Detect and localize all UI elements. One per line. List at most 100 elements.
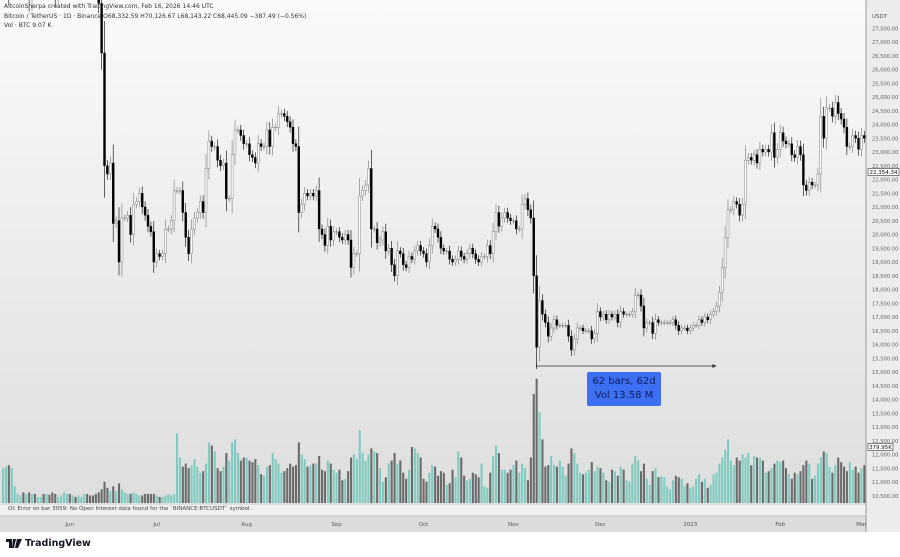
volume-bar [123,492,126,503]
price-tick-label: 26,500.00 [872,54,898,60]
volume-bar [671,480,674,503]
candle-body [184,212,187,238]
plot-background [0,0,866,505]
candle-body [593,333,596,340]
current-price-text: 22,354.34 [870,170,898,176]
price-tick-label: 12,500.00 [872,439,898,445]
candle-body [106,165,109,175]
candle-body [167,228,170,230]
price-tick-label: 25,000.00 [872,95,898,101]
candle-body [300,204,303,213]
volume-bar [677,477,680,503]
candle-body [663,322,666,324]
candle-body [738,204,741,216]
volume-bar [431,465,434,503]
volume-bar [712,474,715,503]
price-tick-label: 16,000.00 [872,343,898,349]
volume-bar [619,466,622,503]
volume-bar [283,471,286,503]
candle-body [248,143,251,155]
candle-body [523,198,527,205]
candle-body [709,314,712,320]
time-tick-label: Oct [419,522,429,528]
volume-bar [260,474,263,503]
volume-bar [587,469,590,503]
candle-body [700,319,704,323]
candle-body [349,239,353,268]
price-tick-label: 26,000.00 [872,68,898,74]
volume-bar [263,475,266,503]
volume-bar [640,471,643,503]
volume-bar [793,472,796,503]
volume-bar [318,456,321,503]
candle-body [634,294,637,312]
volume-bar [413,448,416,503]
volume-bar [410,446,413,503]
measure-tool[interactable] [536,363,717,369]
candle-body [152,231,156,263]
price-tick-label: 20,000.00 [872,233,898,239]
candle-body [671,319,675,323]
volume-bar [155,495,158,503]
volume-bar [257,465,260,503]
candle-body [254,157,257,164]
volume-bar [805,460,808,503]
status-message: OI: Error on bar 3059: No Open Interest … [8,506,252,512]
price-tick-label: 19,000.00 [872,260,898,266]
volume-bar [25,493,28,503]
volume-bar [692,486,695,503]
volume-legend[interactable]: Vol · BTC 9.07 K [4,22,52,29]
candle-body [416,245,419,252]
volume-bar [405,478,408,503]
volume-bar [28,492,31,503]
volume-bar [486,487,489,503]
volume-bar [683,486,686,503]
candle-body [761,149,764,153]
candle-body [642,305,646,329]
volume-bar [248,460,251,503]
candle-body [726,209,730,238]
candle-body [723,237,727,268]
price-unit-label: USDT [872,14,888,20]
candle-body [776,149,779,158]
volume-bar [457,451,460,503]
price-tick-label: 27,000.00 [872,40,898,46]
time-tick-label: Mar [856,522,867,528]
candle-body [451,259,454,263]
candle-body [758,149,762,164]
time-axis-background[interactable] [0,516,866,532]
candle-body [816,173,820,186]
volume-bar [181,466,184,503]
volume-bar [854,466,857,503]
price-tick-label: 24,000.00 [872,123,898,129]
volume-bar [857,472,860,503]
volume-bar [663,477,666,503]
candle-body [578,327,582,329]
candle-body [819,116,822,175]
brand-name: TradingView [25,538,91,549]
candle-body [465,253,469,260]
candle-body [436,228,440,238]
volume-bar [790,478,793,503]
time-tick-label: 2023 [683,522,697,528]
symbol-legend[interactable]: Bitcoin / TetherUS · 1D · Binance O68,33… [4,13,307,20]
volume-bar [31,493,34,503]
volume-bar [727,439,730,503]
volume-bar [819,457,822,503]
candle-body [117,220,121,263]
volume-bar [33,493,36,503]
volume-bar [474,474,477,503]
candle-body [755,154,759,164]
candle-body [793,154,796,158]
candle-body [581,327,585,331]
candle-body [567,325,570,337]
measure-info-box: 62 bars, 62d Vol 13.58 M [587,372,661,406]
candle-body [97,0,100,4]
tradingview-logo[interactable]: TradingView [6,538,91,549]
volume-bar [80,496,83,503]
volume-bar [538,412,541,503]
candle-body [657,319,660,323]
price-tick-label: 22,000.00 [872,178,898,184]
candle-body [674,319,677,326]
